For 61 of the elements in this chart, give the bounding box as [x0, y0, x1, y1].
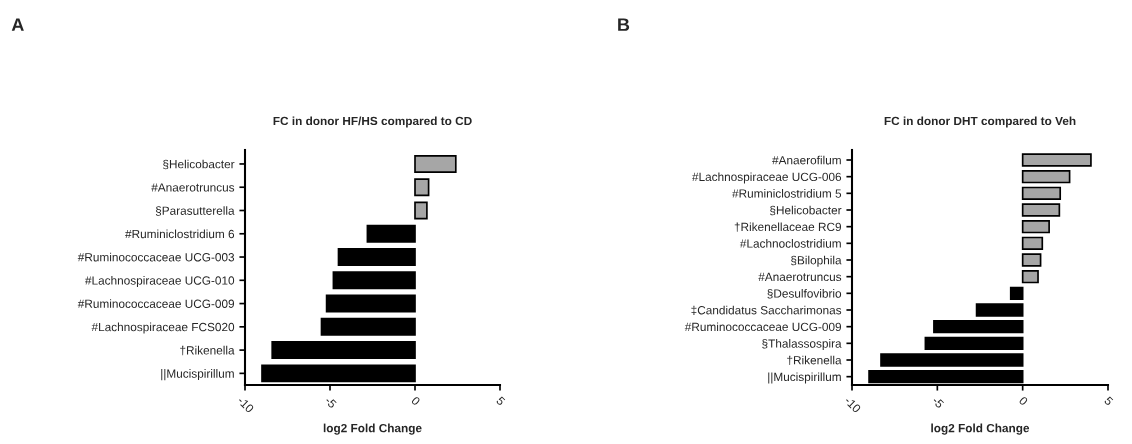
y-tick-label: #Lachnoclostridium	[739, 239, 841, 248]
bar	[320, 317, 416, 336]
x-tick-label: -5	[324, 396, 337, 409]
x-tick-label: -10	[844, 396, 862, 414]
x-tick-label: -5	[931, 396, 945, 409]
bar	[271, 341, 416, 360]
bar	[414, 178, 430, 197]
y-tick-label: §Bilophila	[791, 255, 842, 267]
y-tick-label: #Ruminiclostridium 5	[732, 189, 842, 198]
y-tick-label: #Ruminococcaceae UCG-009	[77, 299, 235, 308]
y-tick-label: #Anaerotruncus	[151, 183, 235, 192]
y-tick-label: #Ruminiclostridium 6	[125, 229, 235, 239]
y-tick-label: ||Mucispirillum	[768, 372, 841, 384]
bar	[261, 364, 416, 383]
text: A	[11, 18, 24, 31]
y-tick-label: †Rikenellaceae RC9	[734, 222, 842, 232]
y-tick-label: #Ruminococcaceae UCG-003	[77, 252, 235, 262]
bar	[1021, 153, 1092, 167]
bar	[414, 154, 457, 173]
y-tick-label: †Rikenella	[787, 355, 842, 366]
chart-title: FC in donor DHT compared to Veh	[884, 116, 1076, 128]
y-tick-label: §Desulfovibrio	[767, 289, 842, 299]
bar	[1021, 219, 1050, 234]
y-tick-label: §Parasutterella	[155, 206, 235, 216]
x-tick-label: -10	[237, 396, 255, 414]
x-axis-title: log2 Fold Change	[323, 423, 422, 435]
bar	[1021, 253, 1042, 267]
y-tick-label: §Helicobacter	[163, 159, 235, 170]
x-tick-label: 5	[1103, 396, 1114, 406]
bar	[1009, 286, 1024, 301]
x-axis-title: log2 Fold Change	[931, 423, 1030, 435]
bar	[1021, 203, 1061, 217]
y-tick-label: §Thalassospira	[762, 339, 842, 351]
bar	[880, 353, 1024, 367]
bar	[975, 303, 1024, 317]
y-tick-label: #Anaerofilum	[772, 155, 841, 165]
y-tick-label: #Lachnospiraceae FCS020	[91, 322, 235, 334]
y-tick-label: ‡Candidatus Saccharimonas	[691, 305, 842, 316]
y-tick-label: #Anaerotruncus	[758, 272, 842, 282]
bar	[366, 224, 416, 243]
x-tick-label: 0	[410, 395, 421, 406]
y-tick-label: §Helicobacter	[770, 205, 842, 216]
bar	[933, 319, 1024, 334]
bar	[924, 336, 1024, 351]
text: B	[618, 18, 630, 31]
bar	[325, 294, 416, 313]
y-tick-label: #Lachnospiraceae UCG-006	[692, 172, 842, 184]
bar	[1021, 186, 1062, 201]
bar	[1021, 269, 1039, 284]
y-tick-label: †Rikenella	[180, 345, 235, 356]
bar	[337, 248, 416, 267]
chart-title: FC in donor HF/HS compared to CD	[273, 116, 472, 128]
x-tick-label: 5	[495, 396, 506, 406]
y-tick-label: #Ruminococcaceae UCG-009	[684, 322, 842, 332]
y-tick-label: ||Mucispirillum	[161, 369, 234, 381]
bar	[414, 201, 428, 220]
bar	[1021, 236, 1044, 251]
x-tick-label: 0	[1018, 395, 1029, 406]
bar	[332, 271, 416, 290]
y-tick-label: #Lachnospiraceae UCG-010	[85, 276, 235, 288]
bar	[1021, 169, 1071, 184]
